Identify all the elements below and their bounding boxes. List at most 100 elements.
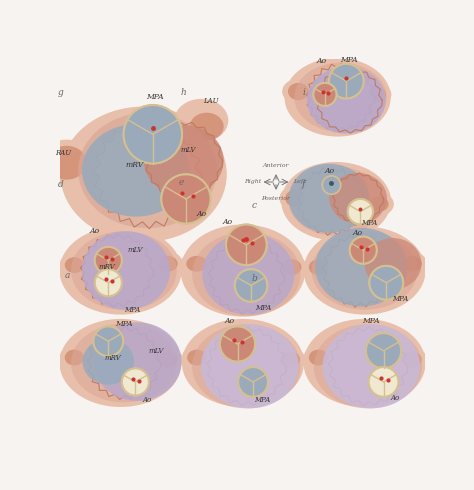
- Ellipse shape: [309, 349, 328, 366]
- Text: MPA: MPA: [125, 306, 141, 314]
- Text: g: g: [58, 88, 64, 97]
- Circle shape: [124, 105, 182, 164]
- Text: Ao: Ao: [353, 229, 363, 237]
- Text: Ao: Ao: [90, 227, 100, 235]
- Ellipse shape: [304, 319, 426, 407]
- Ellipse shape: [304, 255, 333, 279]
- Ellipse shape: [153, 251, 183, 276]
- Ellipse shape: [280, 186, 312, 211]
- Ellipse shape: [315, 228, 407, 306]
- Text: Ao: Ao: [223, 218, 233, 226]
- Text: MPA: MPA: [363, 317, 380, 325]
- Text: Ao: Ao: [324, 167, 334, 175]
- Ellipse shape: [182, 319, 304, 407]
- Text: i: i: [302, 88, 305, 97]
- Ellipse shape: [60, 319, 182, 407]
- Ellipse shape: [370, 196, 389, 212]
- Text: MPA: MPA: [362, 219, 378, 227]
- Polygon shape: [207, 326, 286, 406]
- Ellipse shape: [71, 324, 177, 402]
- Text: MPA: MPA: [340, 56, 358, 64]
- Ellipse shape: [61, 106, 227, 242]
- Circle shape: [95, 269, 122, 296]
- Text: Ao: Ao: [317, 57, 327, 66]
- Ellipse shape: [181, 224, 305, 317]
- Text: MPA: MPA: [255, 304, 272, 312]
- Circle shape: [226, 224, 267, 265]
- Ellipse shape: [37, 140, 96, 186]
- Circle shape: [161, 174, 210, 223]
- Circle shape: [93, 326, 123, 356]
- Ellipse shape: [186, 256, 208, 271]
- Ellipse shape: [82, 339, 134, 385]
- Text: mRV: mRV: [99, 263, 115, 271]
- Text: f: f: [302, 180, 305, 189]
- Circle shape: [366, 333, 401, 368]
- Ellipse shape: [368, 87, 386, 102]
- Ellipse shape: [201, 324, 299, 408]
- Circle shape: [238, 367, 268, 397]
- Ellipse shape: [285, 190, 306, 207]
- Ellipse shape: [329, 173, 387, 224]
- Polygon shape: [208, 238, 284, 314]
- Text: Anterior: Anterior: [263, 163, 289, 168]
- Circle shape: [322, 176, 341, 195]
- Ellipse shape: [65, 257, 84, 273]
- Text: Ao: Ao: [224, 317, 235, 325]
- Ellipse shape: [288, 83, 309, 100]
- Circle shape: [369, 266, 403, 300]
- Text: MPA: MPA: [254, 396, 270, 404]
- Text: MPA: MPA: [146, 93, 164, 101]
- Ellipse shape: [153, 347, 183, 372]
- Circle shape: [369, 367, 399, 397]
- Circle shape: [124, 105, 182, 164]
- Ellipse shape: [181, 251, 213, 276]
- Ellipse shape: [363, 83, 392, 106]
- Ellipse shape: [282, 79, 315, 104]
- Ellipse shape: [93, 322, 182, 401]
- Ellipse shape: [397, 251, 427, 276]
- Ellipse shape: [60, 345, 89, 370]
- Text: Ao: Ao: [143, 396, 152, 404]
- Ellipse shape: [144, 125, 224, 196]
- Ellipse shape: [282, 259, 301, 275]
- Ellipse shape: [60, 226, 182, 315]
- Text: MPA: MPA: [115, 319, 133, 328]
- Text: d: d: [58, 180, 64, 189]
- Ellipse shape: [304, 226, 426, 315]
- Circle shape: [235, 269, 267, 302]
- Polygon shape: [81, 234, 154, 307]
- Ellipse shape: [281, 352, 300, 368]
- Ellipse shape: [309, 259, 328, 275]
- Circle shape: [95, 269, 122, 296]
- Text: h: h: [181, 88, 186, 97]
- Polygon shape: [93, 120, 202, 229]
- Ellipse shape: [397, 347, 427, 372]
- Polygon shape: [328, 326, 408, 406]
- Text: Right: Right: [244, 179, 262, 185]
- Text: MPA: MPA: [392, 295, 408, 303]
- Ellipse shape: [174, 99, 228, 142]
- Circle shape: [93, 326, 123, 356]
- Circle shape: [235, 269, 267, 302]
- Circle shape: [122, 368, 149, 395]
- Circle shape: [347, 199, 373, 224]
- Ellipse shape: [71, 231, 177, 310]
- Polygon shape: [297, 167, 366, 235]
- Text: mRV: mRV: [104, 353, 121, 362]
- Ellipse shape: [402, 256, 422, 271]
- Circle shape: [329, 64, 364, 98]
- Ellipse shape: [289, 167, 383, 236]
- Ellipse shape: [65, 349, 84, 366]
- Ellipse shape: [284, 58, 391, 137]
- Circle shape: [313, 83, 337, 106]
- Ellipse shape: [158, 352, 178, 368]
- Text: e: e: [179, 178, 184, 187]
- Circle shape: [95, 247, 122, 274]
- Ellipse shape: [304, 345, 333, 370]
- Ellipse shape: [323, 324, 420, 408]
- Ellipse shape: [190, 113, 224, 141]
- Text: mLV: mLV: [181, 146, 196, 154]
- Ellipse shape: [182, 345, 212, 370]
- Text: mLV: mLV: [148, 347, 164, 355]
